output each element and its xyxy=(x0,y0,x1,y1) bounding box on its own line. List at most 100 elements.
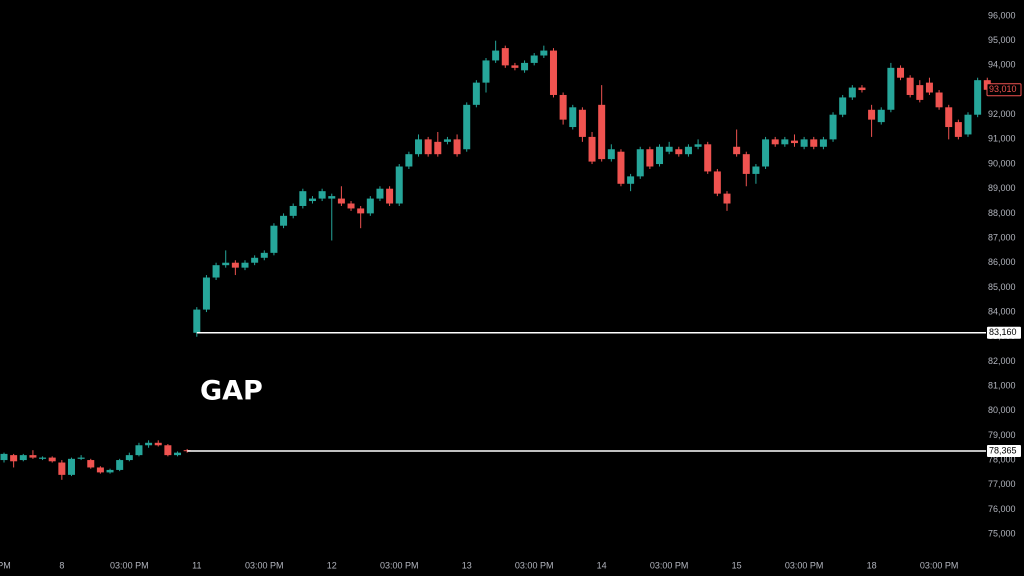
candle-body xyxy=(0,453,8,461)
candle-body xyxy=(925,82,933,93)
candle-body xyxy=(762,139,770,167)
candle-body xyxy=(116,460,124,470)
candle-body xyxy=(578,109,586,137)
candle-body xyxy=(511,65,519,68)
candle-body xyxy=(733,146,741,155)
candle-body xyxy=(887,67,895,110)
candle-body xyxy=(521,62,529,71)
candle-body xyxy=(386,188,394,204)
candle-body xyxy=(434,141,442,155)
candle-body xyxy=(77,457,85,459)
last-price-label: 93,010 xyxy=(989,84,1017,94)
candle-body xyxy=(549,50,557,95)
candle-body xyxy=(299,191,307,206)
candle-body xyxy=(829,114,837,140)
candle-body xyxy=(347,203,355,209)
y-tick-label: 87,000 xyxy=(988,232,1016,242)
candle-body xyxy=(742,154,750,174)
x-tick-label: 03:00 PM xyxy=(245,560,284,570)
candle-body xyxy=(10,455,18,462)
candle-body xyxy=(675,149,683,155)
candle-body xyxy=(251,257,259,263)
candle-body xyxy=(357,208,365,214)
candle-body xyxy=(858,87,866,91)
candle-body xyxy=(154,442,162,446)
price-label: 83,160 xyxy=(989,327,1017,337)
y-tick-label: 92,000 xyxy=(988,109,1016,119)
candle-body xyxy=(569,107,577,128)
candle-body xyxy=(646,149,654,167)
candle-body xyxy=(260,252,268,258)
candle-body xyxy=(424,139,432,155)
price-label-box xyxy=(987,445,1021,458)
candle-body xyxy=(193,309,201,333)
candle-body xyxy=(318,191,326,199)
y-tick-label: 85,000 xyxy=(988,282,1016,292)
x-tick-label: 18 xyxy=(867,560,877,570)
price-label-box xyxy=(987,326,1021,339)
candle-body xyxy=(19,455,27,461)
x-tick-label: 13 xyxy=(462,560,472,570)
candle-body xyxy=(145,442,153,446)
candle-body xyxy=(39,457,47,459)
candle-body xyxy=(280,215,288,226)
candle-body xyxy=(482,60,490,83)
x-tick-label: 14 xyxy=(597,560,607,570)
price-label: 78,365 xyxy=(989,445,1017,455)
candle-body xyxy=(106,469,114,473)
x-tick-label: 15 xyxy=(732,560,742,570)
candle-body xyxy=(222,262,230,266)
x-tick-label: 03:00 PM xyxy=(110,560,149,570)
candle-body xyxy=(723,193,731,204)
y-tick-label: 89,000 xyxy=(988,183,1016,193)
y-tick-label: 81,000 xyxy=(988,380,1016,390)
candle-body xyxy=(164,445,172,456)
x-tick-label: 12 xyxy=(327,560,337,570)
candle-body xyxy=(540,50,548,56)
candle-body xyxy=(771,139,779,145)
candle-body xyxy=(530,55,538,63)
candle-body xyxy=(656,146,664,165)
candle-body xyxy=(935,92,943,108)
y-tick-label: 79,000 xyxy=(988,430,1016,440)
candle-body xyxy=(453,139,461,155)
candle-body xyxy=(964,114,972,135)
candle-body xyxy=(58,462,66,475)
y-tick-label: 91,000 xyxy=(988,134,1016,144)
y-tick-label: 78,000 xyxy=(988,454,1016,464)
candle-body xyxy=(868,109,876,120)
candle-body xyxy=(877,109,885,123)
candle-body xyxy=(231,262,239,268)
candle-body xyxy=(337,198,345,204)
candle-body xyxy=(87,460,95,468)
candle-body xyxy=(848,87,856,98)
candle-body xyxy=(839,97,847,115)
candle-body xyxy=(916,85,924,100)
candle-body xyxy=(636,149,644,177)
x-tick-label: 03:00 PM xyxy=(920,560,959,570)
candle-body xyxy=(945,107,953,128)
candle-body xyxy=(443,139,451,142)
y-tick-label: 94,000 xyxy=(988,60,1016,70)
candle-body xyxy=(366,198,374,214)
candle-body xyxy=(96,467,104,473)
candle-body xyxy=(781,139,789,145)
candle-body xyxy=(598,104,606,160)
y-tick-label: 80,000 xyxy=(988,405,1016,415)
candle-body xyxy=(559,94,567,120)
y-tick-label: 86,000 xyxy=(988,257,1016,267)
y-tick-label: 90,000 xyxy=(988,158,1016,168)
candle-body xyxy=(135,445,143,456)
candle-body xyxy=(376,188,384,199)
candle-body xyxy=(752,166,760,174)
candle-body xyxy=(617,151,625,184)
y-tick-label: 84,000 xyxy=(988,306,1016,316)
candle-body xyxy=(694,144,702,147)
candle-body xyxy=(308,198,316,202)
candle-body xyxy=(790,140,798,144)
candle-body xyxy=(463,104,471,150)
last-price-box xyxy=(986,83,1022,97)
candle-body xyxy=(395,166,403,204)
candle-body xyxy=(405,154,413,167)
